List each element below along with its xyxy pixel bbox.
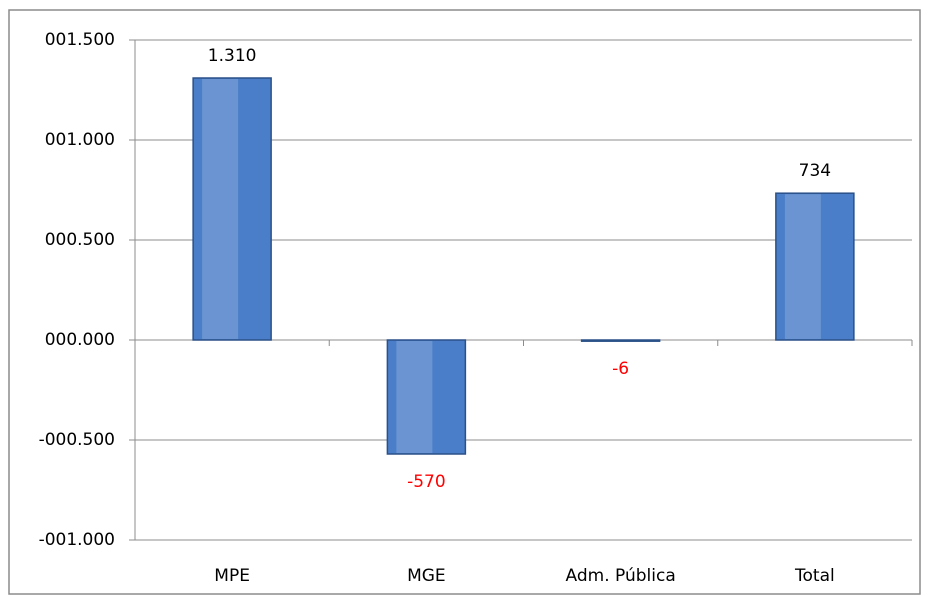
x-tick-label: Total bbox=[794, 566, 835, 586]
y-tick-label: 001.000 bbox=[45, 130, 115, 150]
bar bbox=[775, 192, 855, 341]
data-label: 734 bbox=[799, 161, 831, 181]
y-tick-label: -000.500 bbox=[39, 430, 115, 450]
x-tick-label: MGE bbox=[407, 566, 446, 586]
y-tick-label: -001.000 bbox=[39, 530, 115, 550]
y-tick-label: 000.000 bbox=[45, 330, 115, 350]
y-tick-label: 000.500 bbox=[45, 230, 115, 250]
bar bbox=[192, 77, 272, 341]
data-label: 1.310 bbox=[208, 46, 257, 66]
chart-frame bbox=[8, 9, 921, 595]
bar-highlight bbox=[202, 79, 239, 339]
x-tick-label: MPE bbox=[214, 566, 250, 586]
bar bbox=[386, 339, 467, 455]
data-label: -570 bbox=[407, 472, 446, 492]
bar-highlight bbox=[784, 194, 821, 339]
data-label: -6 bbox=[612, 359, 629, 379]
bar bbox=[580, 339, 661, 342]
y-tick-label: 001.500 bbox=[45, 30, 115, 50]
x-tick-label: Adm. Pública bbox=[566, 566, 676, 586]
bar-highlight bbox=[396, 341, 433, 453]
